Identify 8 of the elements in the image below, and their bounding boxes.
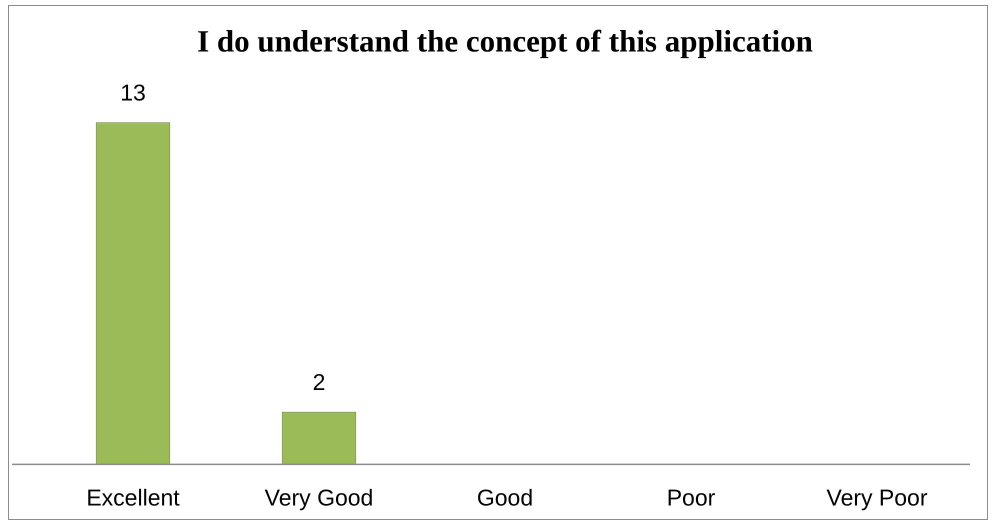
- x-tick-label: Excellent: [86, 484, 180, 511]
- x-tick-label: Very Poor: [826, 484, 928, 511]
- x-tick-label: Very Good: [264, 484, 374, 511]
- data-label: 2: [312, 369, 326, 396]
- chart-title: I do understand the concept of this application: [197, 24, 813, 59]
- x-tick-label: Poor: [666, 484, 716, 511]
- data-label: 13: [120, 80, 146, 106]
- x-tick-label: Good: [476, 484, 534, 511]
